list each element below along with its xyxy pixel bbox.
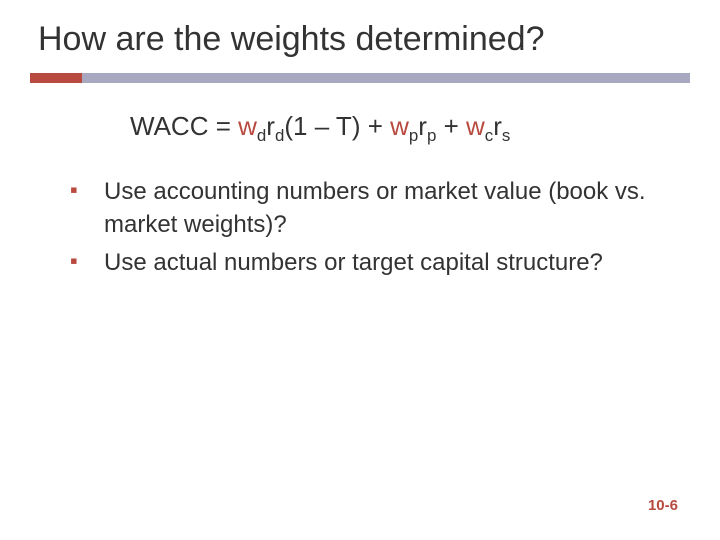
formula-r3: r bbox=[493, 111, 502, 141]
accent-bar bbox=[30, 73, 690, 83]
formula-prefix: WACC = bbox=[130, 111, 238, 141]
bullet-marker-icon: ▪ bbox=[70, 247, 104, 276]
formula-r2-sub: p bbox=[427, 126, 436, 145]
formula-w2: w bbox=[390, 111, 409, 141]
page-number: 10-6 bbox=[648, 497, 678, 514]
formula-r1: r bbox=[266, 111, 275, 141]
slide-title: How are the weights determined? bbox=[38, 20, 690, 59]
formula-r2: r bbox=[418, 111, 427, 141]
formula-w3: w bbox=[466, 111, 485, 141]
formula-r3-sub: s bbox=[502, 126, 510, 145]
bullet-marker-icon: ▪ bbox=[70, 176, 104, 205]
formula-rest1: (1 – T) + bbox=[284, 111, 390, 141]
formula-w1: w bbox=[238, 111, 257, 141]
formula-r1-sub: d bbox=[275, 126, 284, 145]
bullet-item: ▪ Use actual numbers or target capital s… bbox=[70, 247, 690, 279]
formula-rest2: + bbox=[436, 111, 466, 141]
slide: How are the weights determined? WACC = w… bbox=[0, 0, 720, 540]
formula-w1-sub: d bbox=[257, 126, 266, 145]
wacc-formula: WACC = wdrd(1 – T) + wprp + wcrs bbox=[130, 111, 690, 146]
bullet-text: Use actual numbers or target capital str… bbox=[104, 247, 690, 279]
bullet-list: ▪ Use accounting numbers or market value… bbox=[70, 176, 690, 279]
bullet-item: ▪ Use accounting numbers or market value… bbox=[70, 176, 690, 241]
formula-w2-sub: p bbox=[409, 126, 418, 145]
accent-bar-left bbox=[30, 73, 82, 83]
formula-w3-sub: c bbox=[485, 126, 493, 145]
accent-bar-right bbox=[82, 73, 690, 83]
bullet-text: Use accounting numbers or market value (… bbox=[104, 176, 690, 241]
